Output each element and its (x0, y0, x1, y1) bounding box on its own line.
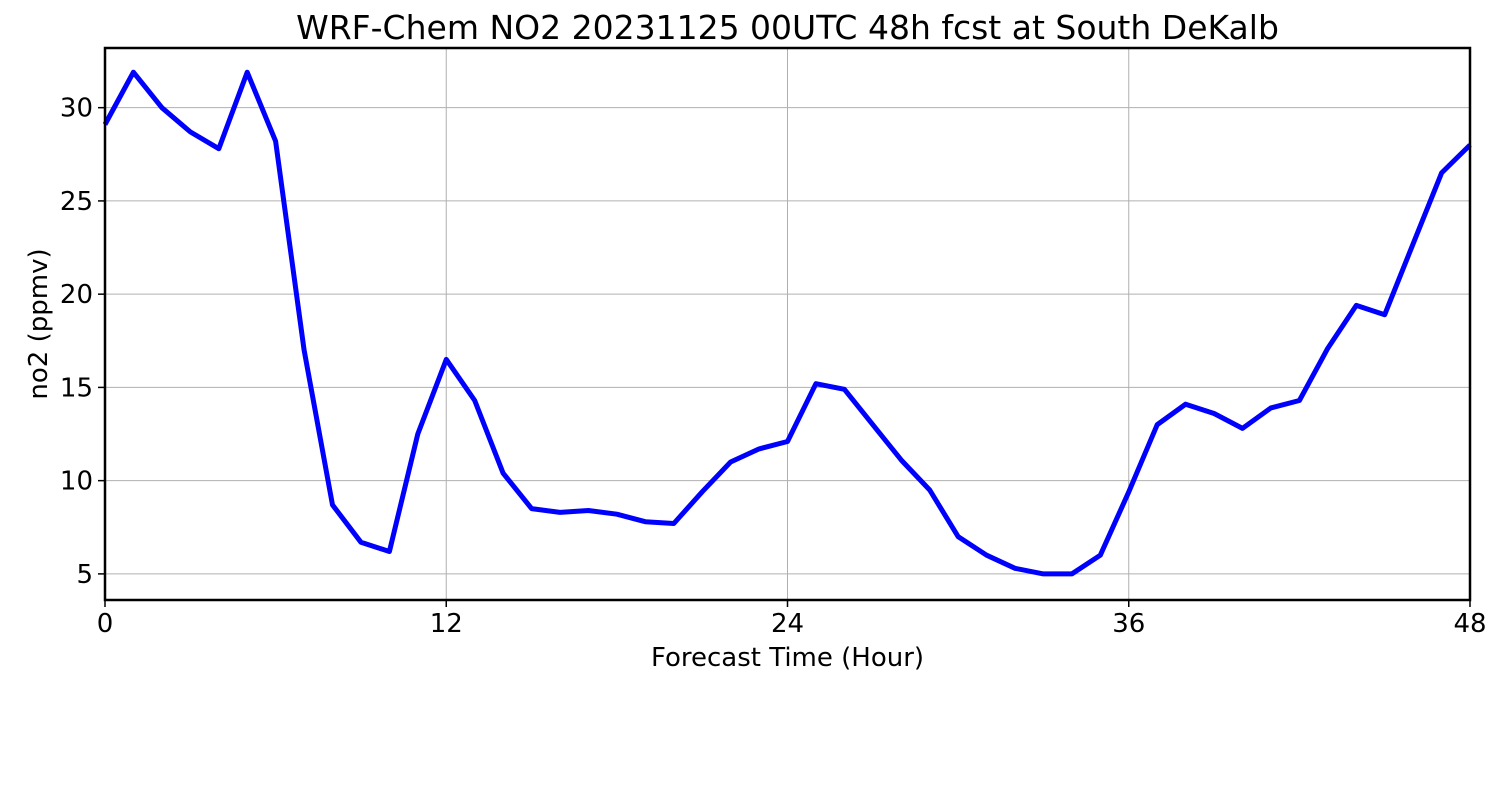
y-tick-label: 25 (60, 187, 93, 217)
axis-ticks: 0 12 24 36 48 5 10 15 20 25 30 (60, 94, 1487, 639)
x-tick-label: 0 (97, 609, 114, 639)
grid (104, 48, 1471, 600)
plot-area (102, 69, 1472, 577)
x-tick-label: 12 (430, 609, 463, 639)
y-tick-label: 30 (60, 94, 93, 124)
y-tick-label: 10 (60, 467, 93, 497)
x-axis-label: Forecast Time (Hour) (651, 643, 924, 673)
y-axis-label: no2 (ppmv) (24, 248, 54, 399)
no2-series-line (102, 69, 1472, 577)
y-tick-label: 20 (60, 280, 93, 310)
y-tick-label: 15 (60, 373, 93, 403)
x-tick-label: 24 (771, 609, 804, 639)
y-tick-label: 5 (76, 560, 93, 590)
x-tick-label: 48 (1453, 609, 1486, 639)
x-tick-label: 36 (1112, 609, 1145, 639)
chart-title: WRF-Chem NO2 20231125 00UTC 48h fcst at … (296, 8, 1279, 47)
